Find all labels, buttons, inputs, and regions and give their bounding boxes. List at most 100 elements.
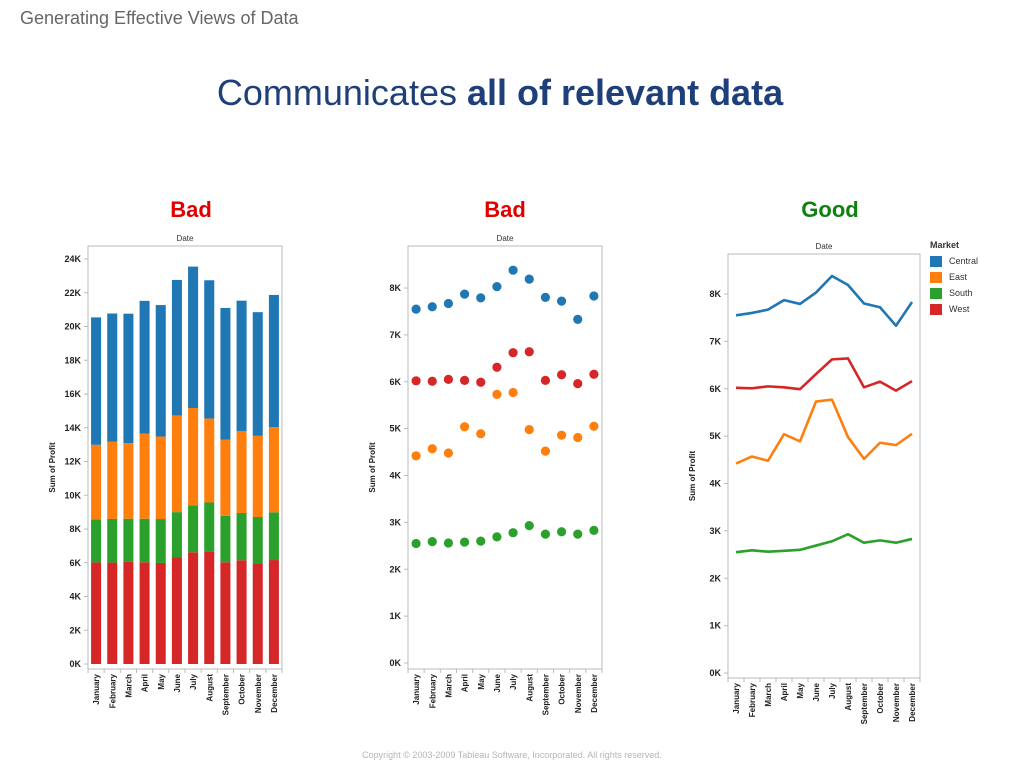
legend-item-west[interactable]: West bbox=[930, 301, 978, 317]
dot-west bbox=[540, 375, 551, 385]
dot-south bbox=[459, 537, 470, 547]
x-tick-label: August bbox=[525, 674, 534, 702]
x-tick-label: January bbox=[92, 673, 101, 704]
bar-segment-south bbox=[204, 502, 215, 552]
x-tick-label: May bbox=[157, 673, 166, 689]
bar-segment-west bbox=[155, 562, 166, 664]
bar-segment-central bbox=[220, 307, 231, 440]
dot-east bbox=[540, 446, 551, 456]
x-tick-label: September bbox=[860, 683, 869, 724]
x-tick-label: August bbox=[844, 683, 853, 711]
bar-segment-south bbox=[236, 512, 247, 561]
bar-segment-south bbox=[188, 505, 199, 553]
dot-west bbox=[556, 370, 567, 380]
dot-central bbox=[459, 289, 470, 299]
bar-segment-central bbox=[268, 294, 279, 428]
bar-segment-west bbox=[268, 560, 279, 664]
legend-label: South bbox=[949, 288, 973, 298]
bar-segment-east bbox=[107, 441, 118, 519]
bar-segment-south bbox=[107, 518, 118, 563]
y-tick-label: 3K bbox=[389, 517, 401, 527]
dot-east bbox=[427, 444, 437, 454]
bar-segment-central bbox=[139, 300, 150, 434]
bar-segment-east bbox=[123, 443, 134, 519]
x-tick-label: October bbox=[876, 683, 885, 714]
bar-segment-east bbox=[155, 436, 166, 520]
bar-segment-west bbox=[91, 562, 102, 664]
x-tick-label: June bbox=[173, 673, 182, 692]
dot-south bbox=[589, 525, 599, 535]
bar-segment-south bbox=[123, 518, 134, 562]
y-axis-label: Sum of Profit bbox=[368, 442, 377, 493]
line-west bbox=[735, 357, 913, 392]
dot-west bbox=[492, 362, 502, 372]
bar-segment-east bbox=[204, 418, 215, 503]
dot-south bbox=[492, 532, 502, 542]
dot-west bbox=[524, 347, 534, 357]
y-tick-label: 4K bbox=[69, 592, 81, 602]
y-axis-label: Sum of Profit bbox=[688, 451, 697, 502]
y-tick-label: 1K bbox=[709, 621, 721, 631]
bar-segment-east bbox=[139, 433, 150, 519]
x-tick-label: March bbox=[124, 674, 133, 698]
bar-segment-south bbox=[171, 512, 182, 558]
chart-title: Date bbox=[816, 242, 833, 251]
legend-item-south[interactable]: South bbox=[930, 285, 978, 301]
bar-segment-south bbox=[155, 519, 166, 563]
legend-label: Central bbox=[949, 256, 979, 266]
bar-segment-west bbox=[139, 562, 150, 664]
dot-west bbox=[589, 369, 599, 379]
y-tick-label: 0K bbox=[69, 659, 81, 669]
y-tick-label: 4K bbox=[709, 479, 721, 489]
x-tick-label: October bbox=[238, 674, 247, 705]
legend-label: West bbox=[949, 304, 970, 314]
bar-segment-west bbox=[204, 551, 215, 664]
x-tick-label: April bbox=[461, 674, 470, 692]
x-tick-label: September bbox=[541, 674, 550, 715]
bar-segment-west bbox=[171, 557, 182, 664]
y-tick-label: 4K bbox=[389, 471, 401, 481]
dot-east bbox=[573, 432, 583, 443]
bar-segment-east bbox=[91, 444, 102, 520]
dot-west bbox=[476, 377, 486, 387]
bar-segment-west bbox=[123, 561, 134, 664]
bar-segment-central bbox=[107, 313, 118, 442]
x-tick-label: May bbox=[477, 673, 486, 689]
plot-frame bbox=[407, 245, 603, 670]
y-tick-label: 24K bbox=[64, 254, 81, 264]
x-tick-label: February bbox=[108, 673, 117, 708]
bar-segment-central bbox=[252, 312, 263, 436]
dot-central bbox=[508, 265, 518, 275]
slide-header: Generating Effective Views of Data bbox=[20, 8, 299, 28]
bar-segment-central bbox=[171, 279, 182, 416]
title-bold: all of relevant data bbox=[466, 72, 784, 113]
dot-south bbox=[443, 538, 454, 548]
x-tick-label: December bbox=[908, 683, 917, 722]
dot-east bbox=[459, 422, 470, 432]
dot-central bbox=[573, 314, 583, 325]
legend-swatch bbox=[930, 255, 942, 267]
slide-title: Communicates all of relevant data bbox=[0, 72, 1000, 114]
verdict-label-bar-chart: Bad bbox=[170, 197, 212, 222]
legend-item-central[interactable]: Central bbox=[930, 253, 978, 269]
dot-west bbox=[411, 376, 421, 386]
dot-central bbox=[492, 281, 502, 292]
legend-title: Market bbox=[930, 240, 960, 250]
y-tick-label: 0K bbox=[389, 658, 401, 668]
bar-segment-west bbox=[236, 560, 247, 664]
dot-south bbox=[508, 528, 518, 538]
x-tick-label: May bbox=[796, 682, 805, 698]
x-tick-label: March bbox=[764, 683, 773, 707]
x-tick-label: November bbox=[254, 674, 263, 713]
dot-central bbox=[556, 296, 567, 306]
dot-south bbox=[524, 521, 534, 531]
dot-central bbox=[524, 274, 534, 284]
line-east bbox=[735, 398, 913, 465]
legend-item-east[interactable]: East bbox=[930, 269, 978, 285]
y-axis-label: Sum of Profit bbox=[48, 442, 57, 493]
dot-east bbox=[492, 389, 502, 400]
bar-segment-south bbox=[91, 519, 102, 563]
bar-segment-east bbox=[236, 430, 247, 513]
legend-label: East bbox=[949, 272, 968, 282]
